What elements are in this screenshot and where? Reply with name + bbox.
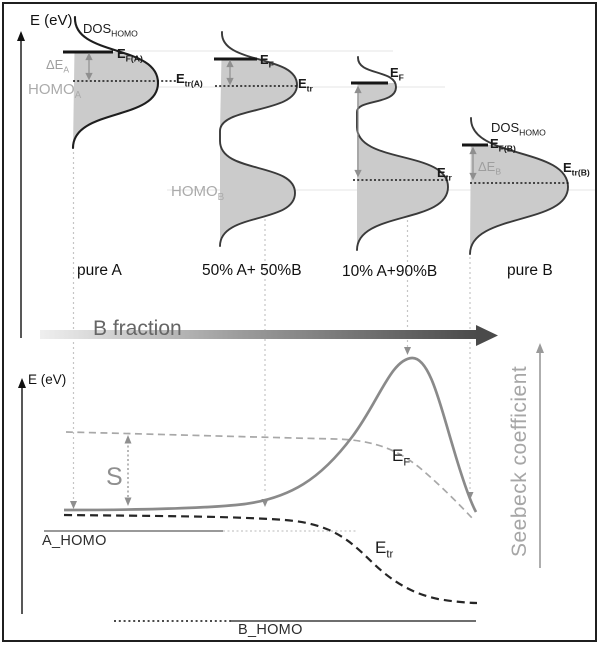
ef-label-pure-b: EF(B) [490, 136, 516, 154]
dos-curve-mix50 [219, 31, 298, 247]
delta-e-label-pure-b: ΔEB [478, 159, 502, 177]
dos-curve-pure-b [469, 117, 569, 255]
bottom-energy-axis-label: E (eV) [28, 372, 67, 387]
seebeck-curve [63, 356, 478, 513]
ef-label-mix90: EF [390, 65, 404, 83]
etr-label-pure-b: Etr(B) [563, 160, 590, 178]
dos-homo-label-pure-b: DOSHOMO [491, 120, 546, 138]
dos-fill-mix50-upper [220, 59, 297, 131]
delta-e-label-pure-a: ΔEA [46, 57, 70, 75]
etr-curve-label: Etr [375, 538, 394, 561]
s-label: S [106, 463, 123, 491]
dos-fill-mix90-upper [357, 83, 396, 112]
homo-reference-lines [44, 530, 476, 622]
fermi-level-lines [63, 50, 488, 147]
dos-fill-pure-a [73, 52, 158, 148]
guide-lines [72, 152, 471, 501]
top-energy-axis [17, 31, 25, 338]
etr-label-mix50: Etr [298, 76, 313, 94]
caption-mix90: 10% A+90%B [342, 263, 438, 280]
ef-curve-label: EF [392, 446, 411, 469]
caption-mix50: 50% A+ 50%B [202, 262, 302, 279]
top-energy-axis-label: E (eV) [30, 12, 73, 29]
b-fraction-arrowhead-icon [476, 325, 498, 346]
seebeck-arrowhead-icon [536, 343, 544, 353]
caption-pure-a: pure A [77, 262, 122, 279]
seebeck-axis-arrow [536, 343, 544, 568]
delta-arrows [85, 52, 477, 181]
seebeck-axis-label: Seebeck coefficient [508, 365, 531, 557]
homo-a-label: HOMOA [28, 81, 82, 101]
homo-b-label: HOMOB [171, 183, 225, 203]
b-fraction-label: B fraction [93, 317, 182, 340]
dos-curve-pure-a [71, 15, 160, 150]
bottom-axis-arrowhead-icon [18, 378, 26, 388]
fermi-energy-curve [65, 431, 474, 520]
bottom-energy-axis [18, 378, 26, 614]
dos-curves [71, 15, 569, 255]
transport-level-lines [73, 80, 570, 184]
top-axis-arrowhead-icon [17, 31, 25, 41]
etr-label-pure-a: Etr(A) [176, 71, 203, 89]
dos-homo-label-pure-a: DOSHOMO [83, 21, 138, 39]
ef-label-pure-a: EF(A) [117, 46, 143, 64]
caption-pure-b: pure B [507, 262, 553, 279]
b-fraction-arrow [40, 325, 498, 346]
dos-fill-mix90-lower [357, 127, 448, 250]
dos-curve-mix90 [356, 56, 449, 251]
dos-fill-mix50-lower [220, 141, 295, 246]
b-homo-label: B_HOMO [238, 622, 303, 638]
s-measure-arrow [124, 435, 132, 506]
bottom-curves [63, 356, 478, 605]
transport-energy-curve [63, 513, 478, 605]
a-homo-label: A_HOMO [42, 533, 107, 549]
etr-label-mix90: Etr [437, 165, 452, 183]
ef-label-mix50: EF [260, 52, 274, 70]
